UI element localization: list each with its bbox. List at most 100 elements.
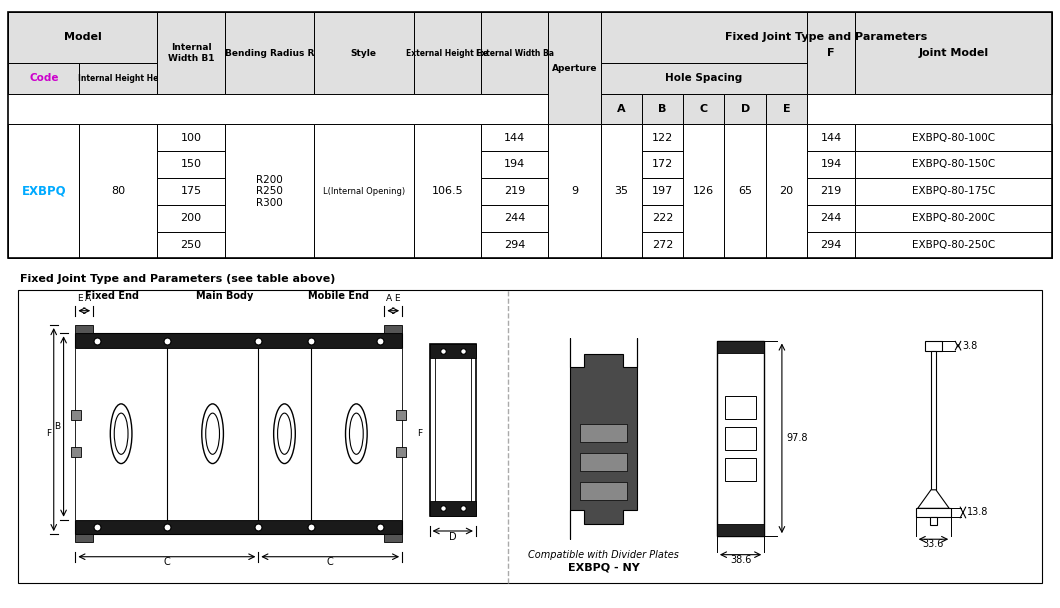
Text: External Height He: External Height He — [406, 49, 489, 58]
Bar — [807, 205, 854, 232]
Text: E: E — [394, 294, 400, 303]
Bar — [580, 453, 628, 471]
Text: 144: 144 — [820, 133, 842, 142]
Ellipse shape — [201, 404, 224, 463]
Text: Fixed End: Fixed End — [85, 291, 139, 302]
Text: 175: 175 — [180, 186, 201, 196]
Ellipse shape — [346, 404, 367, 463]
Bar — [807, 178, 854, 205]
Bar — [481, 178, 548, 205]
Bar — [481, 12, 548, 94]
Text: Bending Radius R: Bending Radius R — [225, 49, 314, 58]
Text: 219: 219 — [505, 186, 526, 196]
Bar — [642, 151, 684, 178]
Bar — [157, 12, 225, 94]
Bar — [717, 340, 764, 536]
Text: 197: 197 — [652, 186, 673, 196]
Text: D: D — [449, 532, 457, 542]
Bar — [724, 124, 765, 258]
Bar — [717, 523, 764, 536]
Text: 35: 35 — [614, 186, 629, 196]
Text: Joint Model: Joint Model — [918, 48, 988, 58]
Text: 80: 80 — [111, 186, 125, 196]
Text: Fixed Joint Type and Parameters: Fixed Joint Type and Parameters — [725, 32, 928, 43]
Text: EXBPQ-80-200C: EXBPQ-80-200C — [912, 213, 994, 223]
Text: A: A — [617, 104, 625, 114]
Bar — [854, 151, 1052, 178]
Bar — [724, 94, 765, 124]
Bar — [157, 124, 225, 151]
Text: 33.6: 33.6 — [923, 539, 944, 550]
Text: Internal Height He: Internal Height He — [78, 74, 158, 83]
Bar — [807, 151, 854, 178]
Bar — [930, 517, 937, 525]
Bar — [75, 348, 402, 520]
Bar — [396, 447, 406, 457]
Text: 244: 244 — [820, 213, 842, 223]
Bar — [413, 124, 481, 258]
Text: EXBPQ-80-150C: EXBPQ-80-150C — [912, 159, 995, 170]
Ellipse shape — [114, 413, 128, 454]
Bar — [157, 232, 225, 258]
Bar — [225, 12, 314, 94]
Text: 244: 244 — [505, 213, 526, 223]
Bar — [854, 12, 1052, 94]
Polygon shape — [918, 490, 949, 508]
Bar — [807, 232, 854, 258]
Text: 200: 200 — [180, 213, 201, 223]
Text: E: E — [782, 104, 790, 114]
Bar — [80, 63, 157, 94]
Ellipse shape — [278, 413, 292, 454]
Text: F: F — [418, 429, 422, 438]
Text: 294: 294 — [505, 240, 526, 250]
Bar — [854, 232, 1052, 258]
Text: Code: Code — [29, 73, 58, 83]
Bar — [225, 124, 314, 258]
Bar — [385, 325, 402, 333]
Text: C: C — [326, 557, 334, 567]
Bar — [75, 520, 402, 534]
Text: 172: 172 — [652, 159, 673, 170]
Text: 250: 250 — [180, 240, 201, 250]
Bar — [385, 534, 402, 542]
Polygon shape — [570, 339, 637, 539]
Bar — [71, 447, 82, 457]
Bar — [75, 325, 93, 333]
Bar — [684, 124, 724, 258]
Bar — [642, 205, 684, 232]
Bar — [854, 205, 1052, 232]
Bar — [916, 508, 951, 517]
Bar — [8, 124, 80, 258]
Text: 9: 9 — [571, 186, 578, 196]
Text: 65: 65 — [738, 186, 753, 196]
Text: A: A — [386, 294, 392, 303]
Text: 219: 219 — [820, 186, 842, 196]
Bar — [71, 410, 82, 420]
Text: Fixed Joint Type and Parameters (see table above): Fixed Joint Type and Parameters (see tab… — [20, 274, 336, 284]
Bar — [548, 12, 601, 124]
Ellipse shape — [350, 413, 364, 454]
Bar — [548, 124, 601, 258]
Text: C: C — [700, 104, 708, 114]
Text: 3.8: 3.8 — [962, 340, 977, 351]
Text: 13.8: 13.8 — [967, 508, 988, 517]
Text: Style: Style — [351, 49, 376, 58]
Text: Aperture: Aperture — [552, 64, 597, 72]
Bar — [601, 12, 1052, 63]
Text: 150: 150 — [180, 159, 201, 170]
Text: Compatible with Divider Plates: Compatible with Divider Plates — [528, 550, 679, 559]
Bar — [601, 94, 642, 124]
Text: B: B — [54, 422, 60, 431]
Bar — [429, 344, 476, 358]
Bar — [765, 94, 807, 124]
Bar — [642, 232, 684, 258]
Bar — [601, 63, 807, 94]
Bar — [481, 124, 548, 151]
Bar — [642, 124, 684, 151]
Bar — [725, 396, 757, 419]
Bar — [314, 12, 413, 94]
Bar — [396, 410, 406, 420]
Text: E: E — [77, 294, 83, 303]
Bar — [481, 205, 548, 232]
Text: D: D — [741, 104, 749, 114]
